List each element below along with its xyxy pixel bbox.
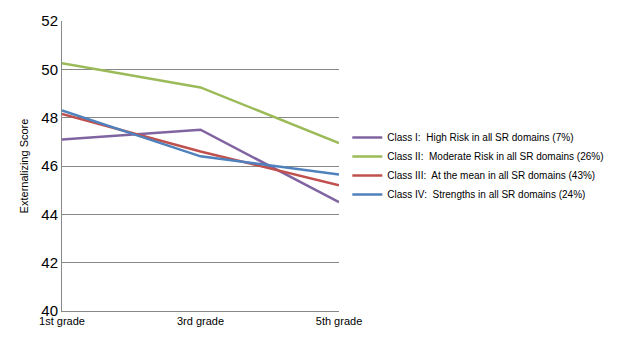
svg-text:Class II: Moderate Risk in al: Class II: Moderate Risk in all SR domain…: [387, 151, 603, 162]
svg-text:50: 50: [41, 61, 58, 78]
svg-text:42: 42: [41, 254, 58, 271]
svg-text:5th grade: 5th grade: [316, 315, 362, 327]
svg-text:1st grade: 1st grade: [39, 315, 85, 327]
svg-text:48: 48: [41, 109, 58, 126]
svg-text:Class I: High Risk in all SR: Class I: High Risk in all SR domains (7%…: [387, 132, 573, 143]
svg-text:40: 40: [41, 302, 58, 319]
svg-text:Externalizing Score: Externalizing Score: [18, 119, 30, 214]
svg-text:Class IV: Strengths in all SR: Class IV: Strengths in all SR domains (2…: [387, 189, 585, 200]
svg-text:44: 44: [41, 206, 58, 223]
svg-text:46: 46: [41, 157, 58, 174]
svg-text:52: 52: [41, 12, 58, 29]
svg-text:3rd grade: 3rd grade: [177, 315, 224, 327]
svg-text:Class III: At the mean in all: Class III: At the mean in all SR domains…: [387, 170, 595, 181]
